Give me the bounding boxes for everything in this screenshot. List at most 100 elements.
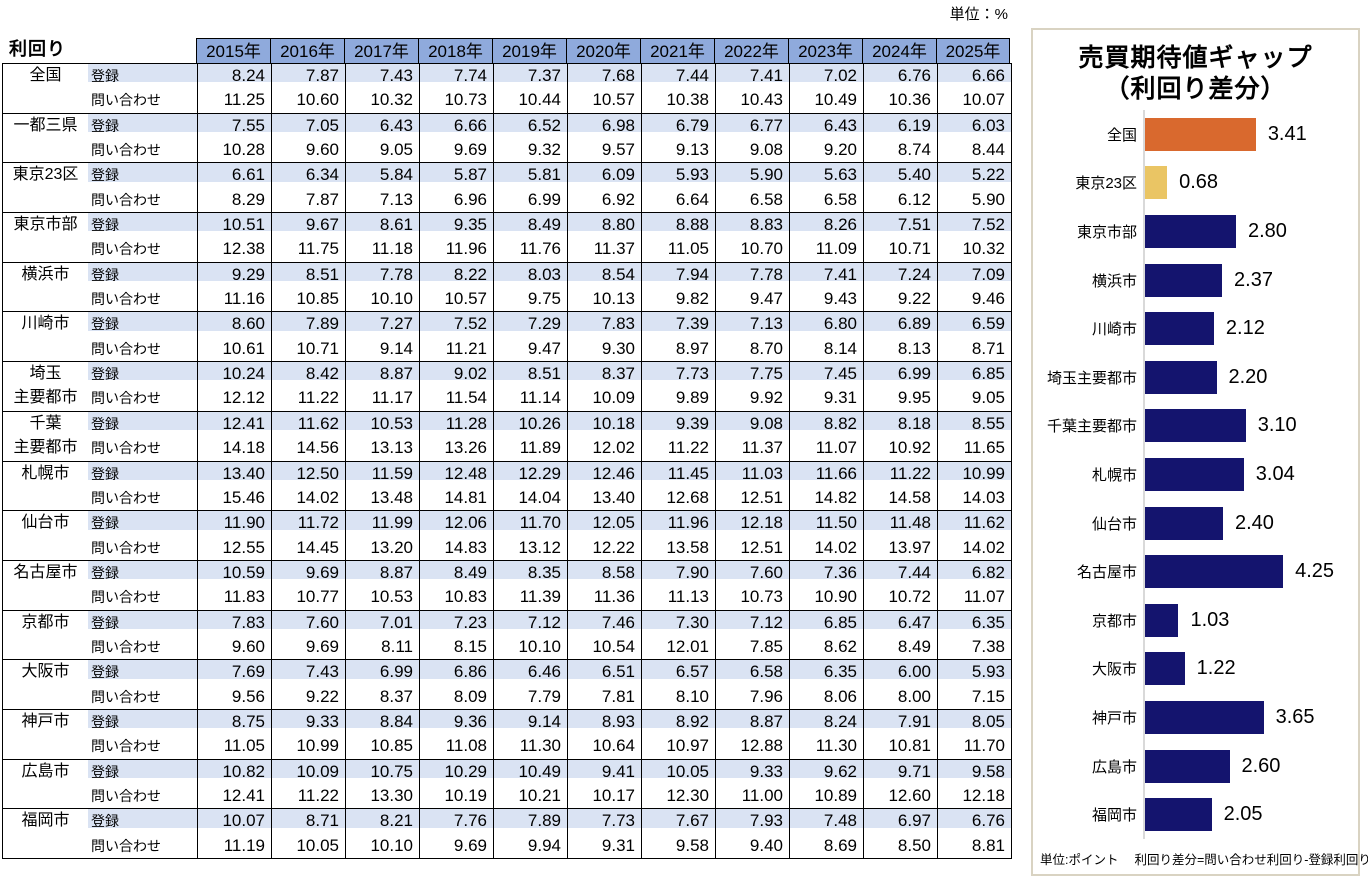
bar [1145,360,1217,394]
value-cell: 6.66 [419,113,493,139]
value-cell: 9.22 [863,287,937,312]
region-name: 横浜市 [21,265,70,283]
value-cell: 11.89 [493,436,567,461]
value-cell: 11.22 [863,461,937,486]
bar [1145,652,1185,686]
bar-zone: 0.68 [1143,158,1358,208]
bar-category-label: 千葉主要都市 [1046,418,1137,436]
region-name: 埼玉 主要都市 [13,365,78,407]
row-type-label-registered: 登録 [88,362,197,387]
row-type-label-registered: 登録 [88,759,197,784]
row-type-label-registered: 登録 [88,312,197,337]
value-cell: 7.60 [271,610,345,635]
value-cell: 5.22 [937,163,1011,188]
value-cell: 8.35 [493,560,567,586]
year-header: 2024年 [862,38,936,63]
value-cell: 6.92 [567,187,641,213]
value-cell: 13.13 [345,436,419,461]
value-cell: 7.51 [863,213,937,238]
value-cell: 13.40 [197,461,271,486]
bar-category-label: 京都市 [1091,612,1137,630]
bar-zone: 3.65 [1143,693,1358,742]
bar [1145,263,1223,297]
value-cell: 7.39 [641,312,715,337]
value-cell: 10.09 [271,759,345,784]
year-header: 2018年 [418,38,492,63]
value-cell: 8.49 [419,560,493,586]
value-cell: 8.37 [567,362,641,387]
bar-zone: 1.22 [1143,644,1358,694]
value-cell: 10.99 [271,734,345,759]
value-cell: 13.12 [493,535,567,560]
value-cell: 14.02 [271,485,345,511]
row-type-label-inquiry: 問い合わせ [91,142,161,159]
value-cell: 10.77 [271,585,345,610]
value-cell: 10.38 [641,88,715,113]
value-cell: 10.73 [715,585,789,610]
bar-value-label: 2.80 [1248,219,1287,242]
value-cell: 5.90 [715,163,789,188]
value-cell: 11.28 [419,411,493,437]
region-group: 千葉 主要都市 登録 12.41 11.62 10.53 11.28 10.26 10.18 9.… [3,411,1011,462]
value-cell: 6.82 [937,560,1011,586]
value-cell: 10.54 [567,634,641,660]
value-cell: 11.25 [197,88,271,113]
value-cell: 6.61 [197,163,271,188]
bar-chart: 全国 3.41 東京23区 0.68 東京市部 2.80 横浜市 2.37 川崎市 2.12 埼玉主… [1033,110,1358,839]
value-cell: 9.94 [493,833,567,858]
row-type-label-inquiry: 問い合わせ [91,787,161,804]
value-cell: 5.40 [863,163,937,188]
bar [1145,749,1230,783]
value-cell: 10.64 [567,734,641,759]
value-cell: 9.31 [789,386,863,411]
value-cell: 9.20 [789,138,863,163]
value-cell: 7.87 [271,64,345,89]
value-cell: 9.47 [493,336,567,362]
table-header-row: 利回り 2015年 2016年 2017年 2018年 2019年 2020年 2021年 2… [2,35,1013,63]
value-cell: 10.21 [493,783,567,809]
bar-zone: 2.80 [1143,207,1358,256]
value-cell: 6.99 [493,187,567,213]
region-group: 札幌市 登録 13.40 12.50 11.59 12.48 12.29 12.46 11.45… [3,461,1011,512]
bar-zone: 2.40 [1143,498,1358,548]
value-cell: 12.51 [715,485,789,511]
chart-title-line2: （利回り差分） [1104,75,1287,103]
value-cell: 10.59 [197,560,271,586]
year-header: 2025年 [936,38,1010,63]
value-cell: 8.69 [789,833,863,858]
value-cell: 12.12 [197,386,271,411]
row-type-label-registered: 登録 [88,610,197,635]
bar-category-label: 川崎市 [1091,321,1137,339]
row-type-label-inquiry: 問い合わせ [91,738,161,755]
value-cell: 8.80 [567,213,641,238]
value-cell: 9.92 [715,386,789,411]
table-body: 全国 登録 8.24 7.87 7.43 7.74 7.37 7.68 7.44 7.41 7.02… [2,63,1012,859]
bar-row: 神戸市 3.65 [1033,693,1358,742]
bar-value-label: 3.10 [1257,414,1297,437]
region-name: 千葉 主要都市 [13,414,78,457]
value-cell: 13.97 [863,535,937,560]
value-cell: 8.88 [641,213,715,238]
region-name: 川崎市 [21,315,70,333]
value-cell: 7.78 [345,262,419,288]
row-type-label-registered: 登録 [88,64,197,89]
value-cell: 10.61 [197,336,271,362]
value-cell: 9.33 [715,759,789,784]
value-cell: 6.99 [345,660,419,685]
value-cell: 7.29 [493,312,567,337]
year-header: 2020年 [566,38,640,63]
value-cell: 9.33 [271,709,345,735]
value-cell: 12.22 [567,535,641,560]
region-group: 東京市部 登録 10.51 9.67 8.61 9.35 8.49 8.80 8.88 8.83 8… [3,213,1011,263]
value-cell: 7.81 [567,684,641,709]
value-cell: 11.08 [419,734,493,759]
row-type-label-inquiry: 問い合わせ [91,440,161,457]
bar-value-label: 3.41 [1267,122,1307,145]
value-cell: 11.72 [271,511,345,536]
value-cell: 6.03 [937,113,1011,139]
value-cell: 6.76 [863,64,937,89]
value-cell: 10.32 [345,88,419,113]
value-cell: 6.19 [863,113,937,139]
value-cell: 7.89 [493,809,567,834]
value-cell: 13.26 [419,436,493,461]
